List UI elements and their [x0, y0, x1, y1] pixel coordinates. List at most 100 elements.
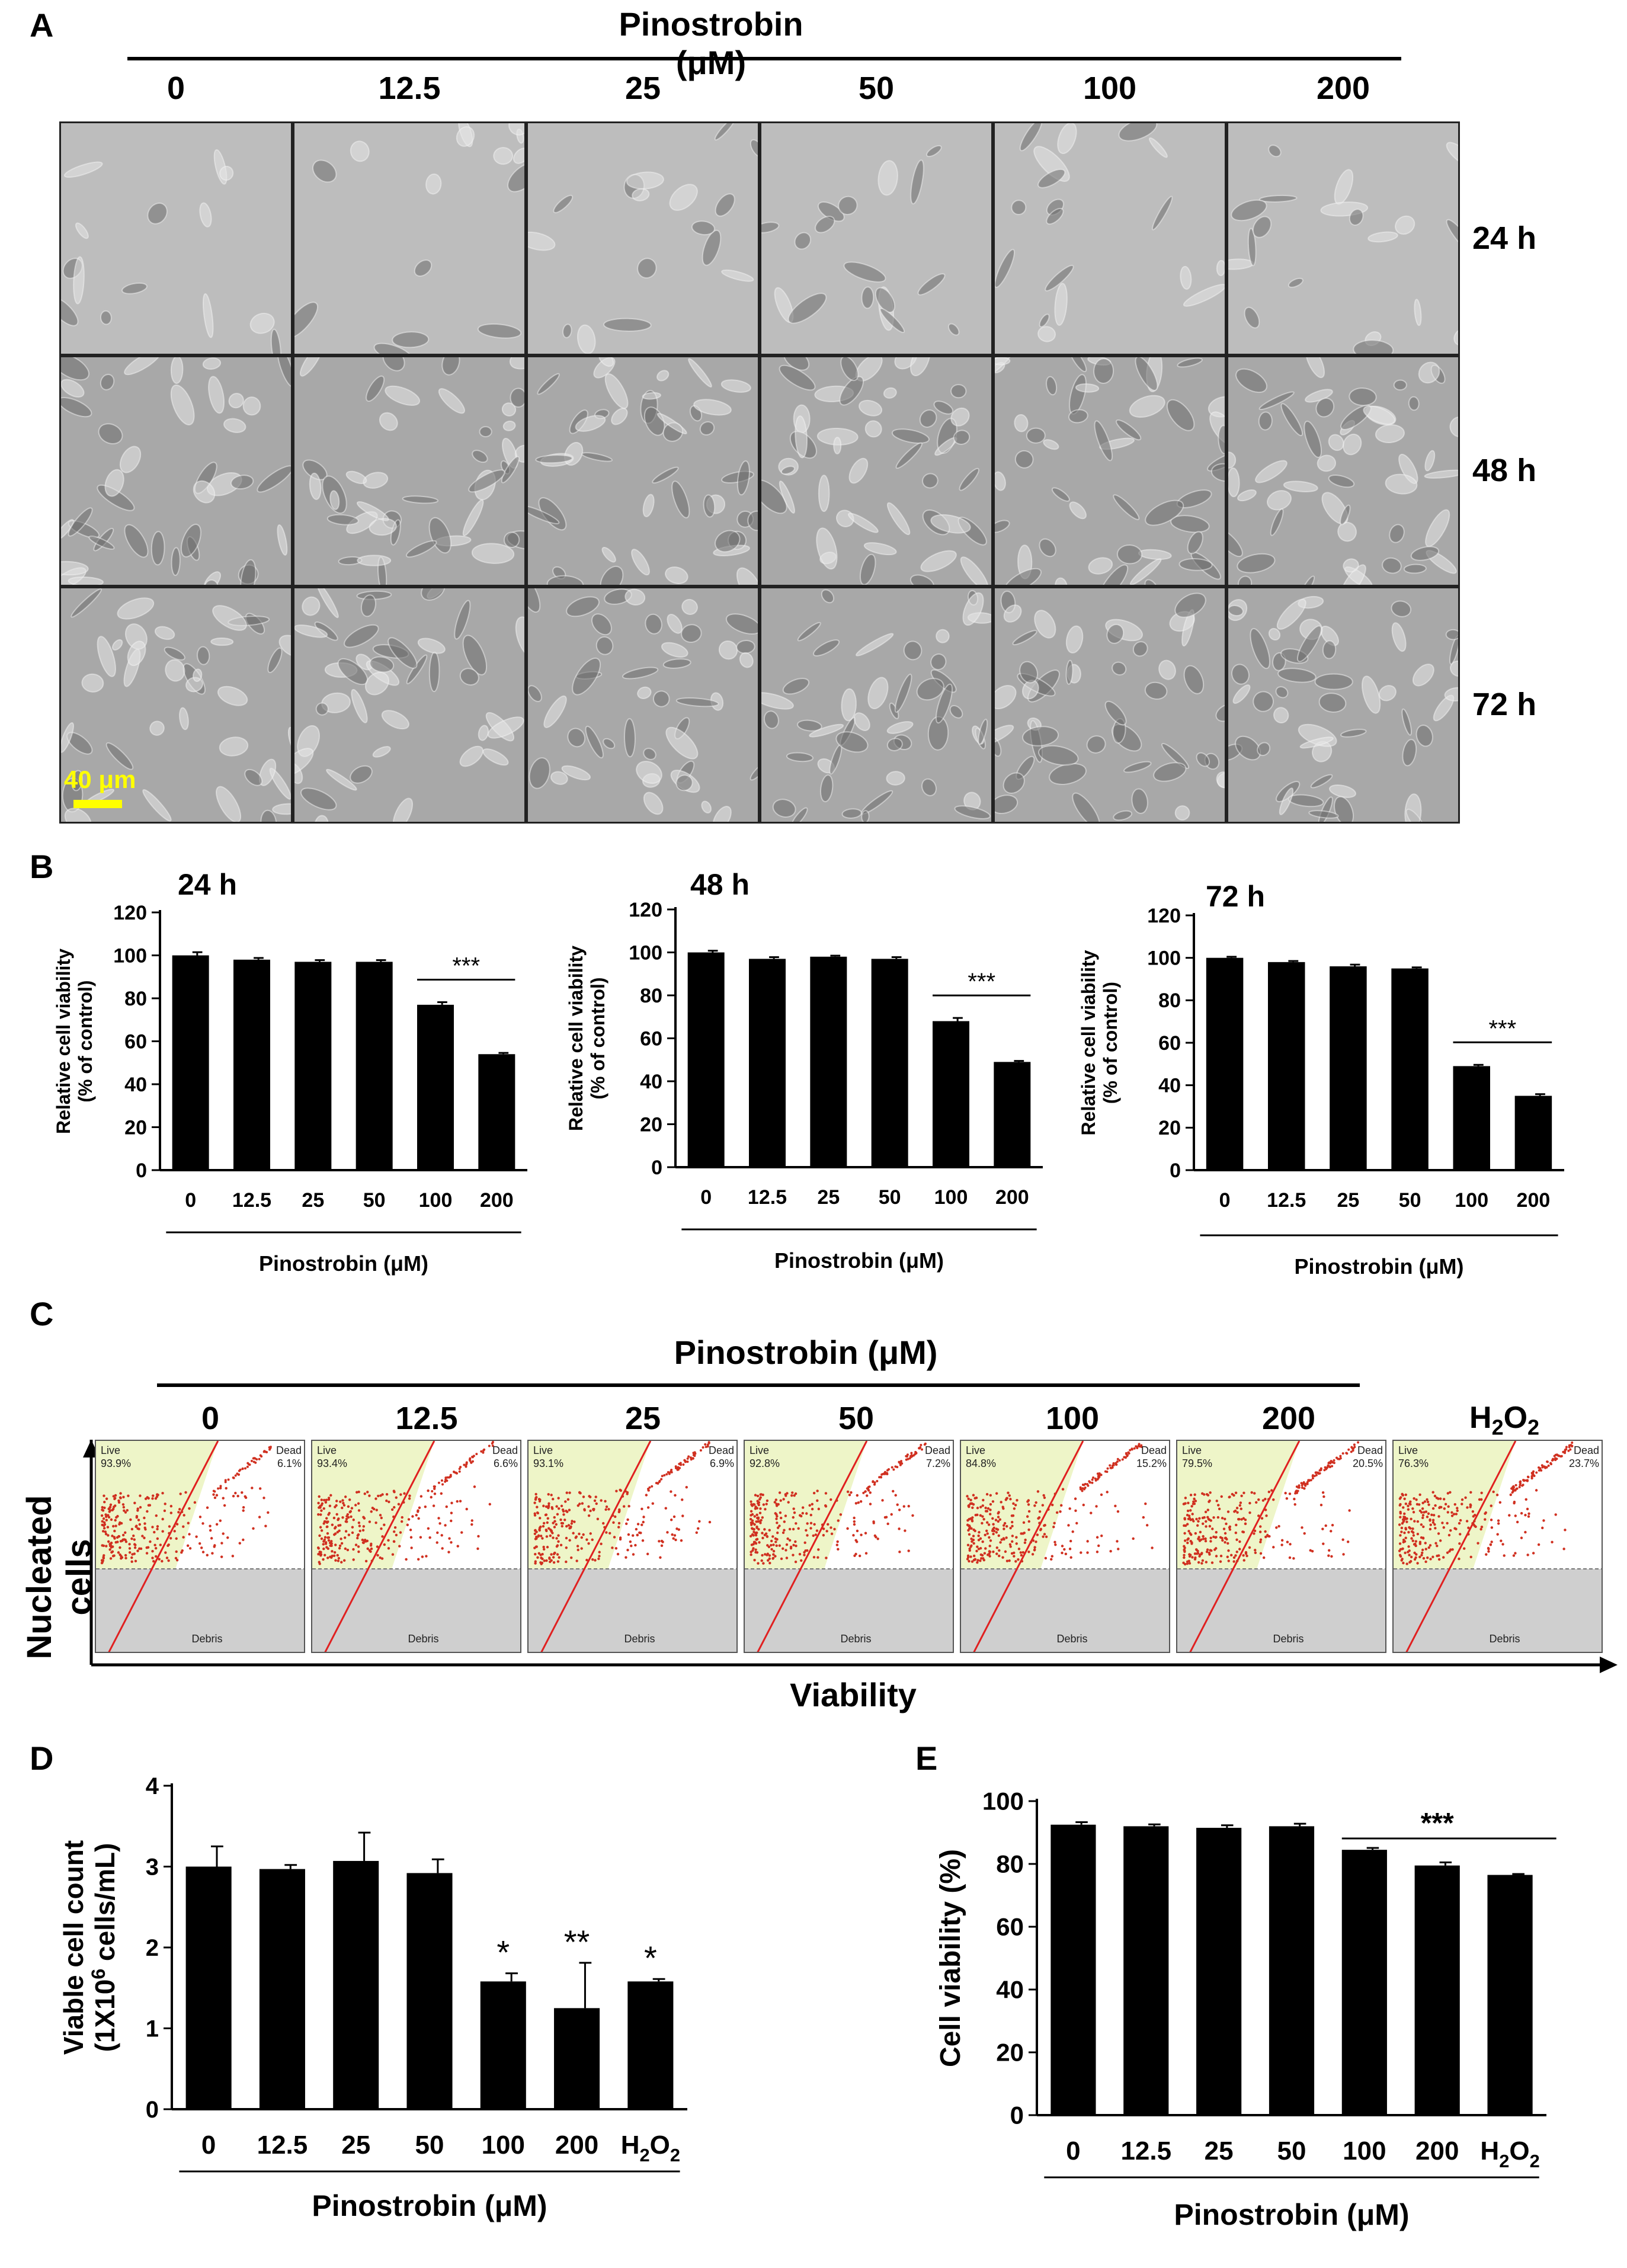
- flow-dot: [572, 1532, 575, 1535]
- flow-dot: [547, 1492, 550, 1496]
- flow-live-label: Live: [1182, 1444, 1202, 1456]
- flow-dot: [1082, 1503, 1085, 1507]
- flow-dot: [222, 1497, 225, 1500]
- flow-dead-dot: [1357, 1441, 1360, 1444]
- flow-dot: [147, 1497, 150, 1500]
- flow-dot: [242, 1538, 245, 1542]
- flow-dot: [357, 1490, 360, 1494]
- flow-dot: [336, 1530, 340, 1534]
- flow-dot: [997, 1520, 1000, 1523]
- flow-dot: [754, 1494, 757, 1497]
- bar-100: [933, 1021, 969, 1167]
- flow-dot: [1467, 1533, 1470, 1536]
- flow-dead-dot: [691, 1457, 694, 1460]
- flow-dot: [984, 1533, 987, 1536]
- flow-dot: [1398, 1553, 1402, 1556]
- flow-dot: [1466, 1506, 1469, 1509]
- flow-dot: [153, 1543, 156, 1547]
- flow-dot: [1431, 1507, 1435, 1510]
- flow-dot: [566, 1498, 570, 1501]
- flow-dot: [1422, 1557, 1426, 1560]
- bar-12.5: [749, 959, 786, 1167]
- flow-dot: [105, 1497, 108, 1500]
- flow-dot: [1235, 1507, 1239, 1510]
- flow-dot: [752, 1503, 756, 1506]
- flow-dot: [996, 1528, 1000, 1531]
- flow-dot: [805, 1529, 808, 1532]
- bar-50: [1391, 968, 1429, 1170]
- flow-dot: [1439, 1497, 1442, 1500]
- flow-dot: [613, 1536, 616, 1539]
- flow-dot: [149, 1540, 152, 1543]
- flow-dot: [1404, 1551, 1407, 1555]
- flow-dot: [997, 1534, 1000, 1537]
- flow-dot: [664, 1507, 667, 1510]
- flow-dot: [100, 1561, 104, 1565]
- panel-d-letter: D: [30, 1740, 54, 1777]
- flow-dot: [866, 1494, 869, 1497]
- flow-dot: [1224, 1532, 1227, 1535]
- flow-dot: [1226, 1555, 1229, 1559]
- flow-dot: [542, 1504, 545, 1507]
- flow-dot: [1192, 1500, 1195, 1503]
- y-axis-label-line: Relative cell viability: [565, 946, 587, 1131]
- flow-dead-dot: [1337, 1457, 1340, 1460]
- flow-dot: [969, 1502, 972, 1505]
- flow-dot: [212, 1493, 215, 1496]
- flow-dot: [332, 1516, 336, 1520]
- flow-dot: [600, 1499, 603, 1502]
- flow-dead-dot: [234, 1474, 237, 1477]
- flow-dot: [1520, 1511, 1523, 1515]
- flow-dot: [979, 1537, 982, 1540]
- micrograph-texture: [761, 145, 960, 336]
- x-tick-label: 200: [1517, 1189, 1551, 1212]
- flow-dot: [565, 1536, 568, 1540]
- flow-dot: [546, 1521, 549, 1524]
- flow-dot: [898, 1527, 901, 1530]
- panel-a-letter: A: [30, 7, 54, 44]
- flow-dot: [1293, 1503, 1296, 1506]
- flow-dot: [1011, 1540, 1014, 1543]
- flow-dot: [969, 1545, 972, 1548]
- flow-dead-dot: [873, 1481, 876, 1484]
- flow-dot: [242, 1509, 245, 1512]
- flow-dot: [1436, 1554, 1439, 1558]
- flow-dot: [629, 1540, 632, 1543]
- flow-dot: [339, 1500, 342, 1503]
- flow-dot: [1427, 1546, 1430, 1549]
- flow-dot: [448, 1537, 451, 1540]
- flow-dot: [674, 1494, 677, 1497]
- flow-dot: [1201, 1516, 1205, 1520]
- flow-dead-label: Dead: [276, 1444, 302, 1456]
- flow-dot: [626, 1549, 629, 1552]
- flow-dot: [1010, 1514, 1014, 1517]
- flow-dot: [1234, 1509, 1237, 1513]
- flow-dot: [344, 1495, 347, 1498]
- flow-dot: [328, 1511, 331, 1515]
- flow-dot: [752, 1527, 755, 1531]
- flow-dot: [1069, 1539, 1072, 1543]
- flow-dot: [1244, 1519, 1247, 1521]
- flow-dot: [1202, 1537, 1205, 1540]
- flow-dot: [904, 1529, 907, 1532]
- flow-dot: [755, 1538, 758, 1541]
- flow-dot: [556, 1553, 559, 1556]
- flow-dead-dot: [1522, 1484, 1524, 1487]
- flow-dead-dot: [1549, 1463, 1552, 1466]
- flow-dot: [969, 1498, 972, 1501]
- flow-dot: [749, 1517, 752, 1521]
- flow-dot: [549, 1534, 552, 1537]
- flow-dead-dot: [1571, 1444, 1574, 1447]
- flow-dot: [1400, 1526, 1404, 1530]
- flow-dot: [829, 1526, 832, 1529]
- flow-dot: [1484, 1518, 1487, 1521]
- flow-dot: [332, 1554, 336, 1557]
- flow-dead-dot: [1124, 1456, 1127, 1459]
- flow-dot: [1236, 1511, 1239, 1514]
- flow-dot: [143, 1536, 146, 1539]
- bar-50: [406, 1873, 453, 2109]
- micrograph-0-2: [526, 121, 760, 355]
- flow-dot: [538, 1529, 541, 1532]
- flow-dot: [206, 1506, 209, 1509]
